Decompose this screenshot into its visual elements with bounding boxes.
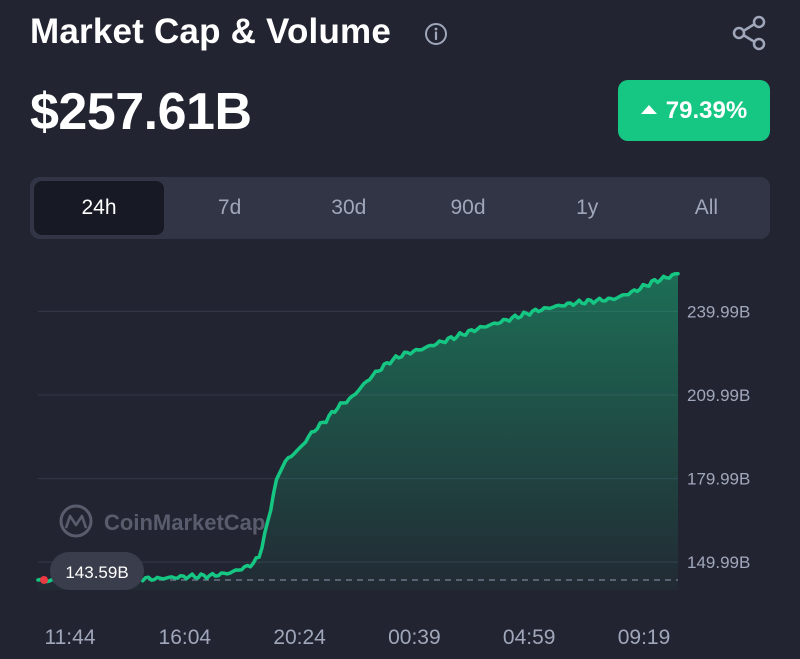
coinmarketcap-watermark: CoinMarketCap <box>59 504 265 538</box>
time-range-tabs: 24h 7d 30d 90d 1y All <box>30 177 770 239</box>
tab-1y[interactable]: 1y <box>576 196 599 219</box>
x-tick-label: 11:44 <box>45 626 96 649</box>
tab-7d[interactable]: 7d <box>217 196 242 219</box>
baseline-label: 143.59B <box>65 563 128 582</box>
tab-all[interactable]: All <box>694 196 719 219</box>
coinmarketcap-logo-mark <box>64 514 88 529</box>
tab-30d[interactable]: 30d <box>331 196 367 219</box>
x-tick-label: 04:59 <box>503 626 556 649</box>
tab-24h[interactable]: 24h <box>34 181 164 235</box>
x-tick-label: 09:19 <box>618 626 671 649</box>
y-tick-label: 239.99B <box>687 302 750 321</box>
page-title: Market Cap & Volume <box>30 12 392 51</box>
market-cap-chart[interactable]: CoinMarketCap 143.59B 149.99B 179.99B 209.… <box>0 250 800 659</box>
market-cap-value: $257.61B <box>30 83 252 141</box>
start-point-marker <box>40 575 48 584</box>
baseline-label-pill: 143.59B <box>50 552 144 590</box>
change-badge: 79.39% <box>618 80 770 141</box>
tab-90d[interactable]: 90d <box>450 196 486 219</box>
change-percent: 79.39% <box>665 96 748 124</box>
y-tick-label: 149.99B <box>687 553 750 572</box>
share-icon[interactable] <box>730 14 768 52</box>
caret-up-icon <box>640 105 657 114</box>
chart-series-line <box>36 271 680 585</box>
chart-area-fill <box>38 273 678 590</box>
x-tick-label: 16:04 <box>159 626 212 649</box>
watermark-text: CoinMarketCap <box>104 510 265 535</box>
y-tick-label: 179.99B <box>687 470 750 489</box>
info-icon[interactable] <box>424 22 448 46</box>
y-tick-label: 209.99B <box>687 386 750 405</box>
x-tick-label: 20:24 <box>273 626 326 649</box>
coinmarketcap-logo-icon <box>59 504 93 538</box>
x-tick-label: 00:39 <box>388 626 441 649</box>
